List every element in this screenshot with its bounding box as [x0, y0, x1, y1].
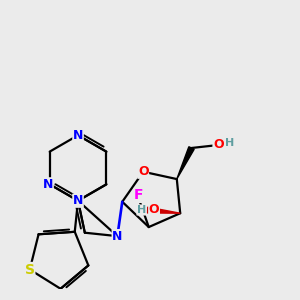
Text: F: F — [134, 188, 144, 202]
Text: N: N — [73, 194, 83, 207]
Text: H: H — [224, 138, 234, 148]
Text: S: S — [25, 262, 35, 277]
Text: O: O — [213, 138, 224, 151]
Polygon shape — [177, 147, 194, 179]
Text: O: O — [149, 203, 159, 217]
Text: O: O — [138, 165, 148, 178]
Text: N: N — [73, 129, 83, 142]
Text: H: H — [137, 205, 146, 215]
Polygon shape — [147, 207, 180, 213]
Text: N: N — [43, 178, 53, 191]
Text: N: N — [112, 230, 123, 243]
